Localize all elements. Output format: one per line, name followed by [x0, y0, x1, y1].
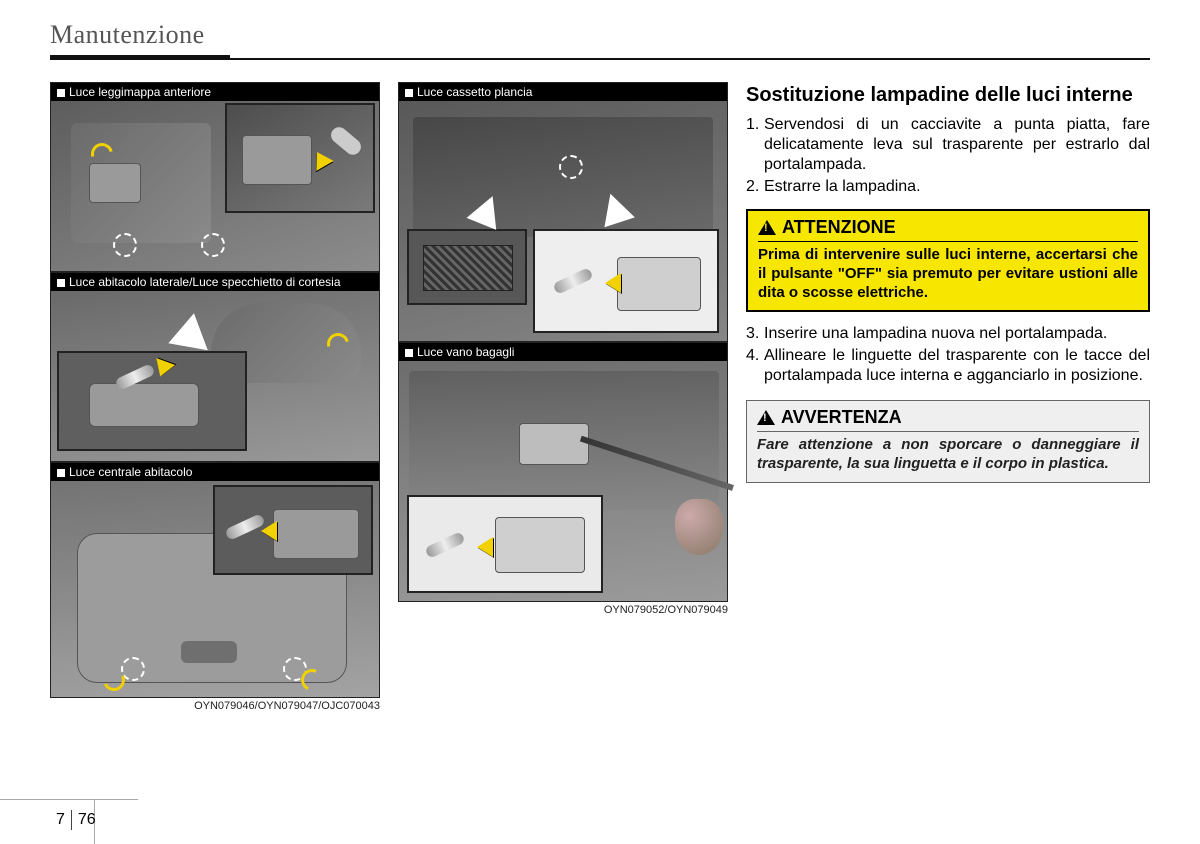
figure-codes-left: OYN079046/OYN079047/OJC070043 — [50, 700, 380, 712]
notice-title: AVVERTENZA — [781, 407, 902, 428]
page-footer: 7 76 — [50, 810, 102, 830]
caution-box: ATTENZIONE Prima di intervenire sulle lu… — [746, 209, 1150, 312]
chapter-title: Manutenzione — [50, 20, 205, 50]
figure-label: Luce cassetto plancia — [399, 83, 727, 101]
figure-glovebox-light: Luce cassetto plancia — [398, 82, 728, 342]
header-rule — [50, 58, 1150, 60]
caution-header: ATTENZIONE — [758, 217, 1138, 242]
warning-triangle-icon — [757, 410, 775, 425]
caution-body: Prima di intervenire sulle luci interne,… — [758, 246, 1138, 302]
chapter-number: 7 — [50, 810, 72, 830]
figure-label: Luce centrale abitacolo — [51, 463, 379, 481]
step-3: 3. Inserire una lampadina nuova nel port… — [746, 324, 1150, 344]
text-column: Sostituzione lampadine delle luci intern… — [746, 82, 1150, 712]
figure-codes-middle: OYN079052/OYN079049 — [398, 604, 728, 616]
caution-title: ATTENZIONE — [782, 217, 896, 238]
figure-label: Luce abitacolo laterale/Luce specchietto… — [51, 273, 379, 291]
notice-box: AVVERTENZA Fare attenzione a non sporcar… — [746, 400, 1150, 483]
procedure-steps-before: 1. Servendosi di un cacciavite a punta p… — [746, 113, 1150, 197]
page-header: Manutenzione — [50, 20, 1150, 50]
crop-guide-horizontal — [0, 799, 138, 800]
step-1: 1. Servendosi di un cacciavite a punta p… — [746, 115, 1150, 175]
figure-central-dome-light: Luce centrale abitacolo — [50, 462, 380, 698]
figure-side-courtesy-light: Luce abitacolo laterale/Luce specchietto… — [50, 272, 380, 462]
figure-map-light-front: Luce leggimappa anteriore — [50, 82, 380, 272]
warning-triangle-icon — [758, 220, 776, 235]
image-column-middle: Luce cassetto plancia Luce vano ba — [398, 82, 728, 712]
notice-header: AVVERTENZA — [757, 407, 1139, 432]
step-2: 2. Estrarre la lampadina. — [746, 177, 1150, 197]
procedure-steps-after: 3. Inserire una lampadina nuova nel port… — [746, 322, 1150, 386]
manual-page: Manutenzione Luce leggimappa anteriore — [0, 0, 1200, 844]
figure-label: Luce leggimappa anteriore — [51, 83, 379, 101]
figure-luggage-light: Luce vano bagagli — [398, 342, 728, 602]
notice-body: Fare attenzione a non sporcare o dannegg… — [757, 436, 1139, 474]
step-4: 4. Allineare le linguette del trasparent… — [746, 346, 1150, 386]
main-content: Luce leggimappa anteriore Luce abitacolo… — [50, 82, 1150, 712]
figure-label: Luce vano bagagli — [399, 343, 727, 361]
page-number: 76 — [72, 810, 102, 830]
section-heading: Sostituzione lampadine delle luci intern… — [746, 84, 1150, 107]
image-column-left: Luce leggimappa anteriore Luce abitacolo… — [50, 82, 380, 712]
